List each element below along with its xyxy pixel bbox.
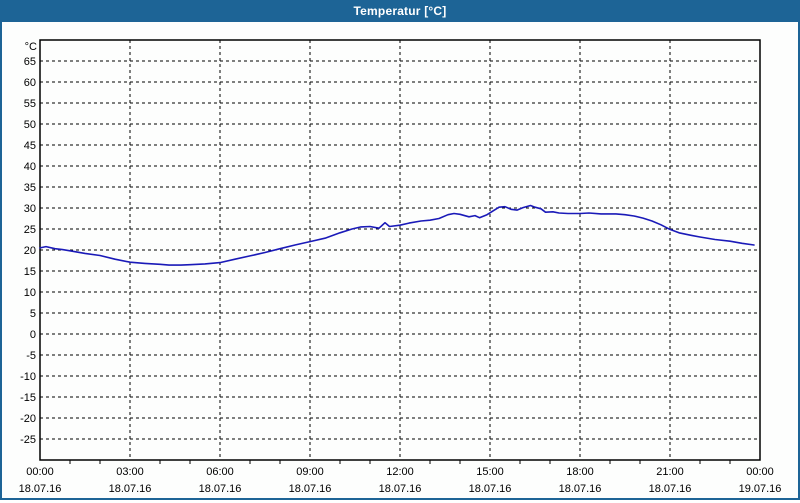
x-tick-time-label: 12:00 (386, 466, 414, 478)
y-tick-label: 60 (24, 77, 36, 89)
y-tick-label: 55 (24, 98, 36, 110)
x-tick-time-label: 09:00 (296, 466, 324, 478)
y-tick-label: -10 (20, 371, 36, 383)
y-tick-label: 65 (24, 56, 36, 68)
y-tick-label: 10 (24, 287, 36, 299)
window-title: Temperatur [°C] (353, 4, 447, 18)
y-tick-label: 45 (24, 140, 36, 152)
x-tick-time-label: 00:00 (26, 466, 54, 478)
x-tick-time-label: 03:00 (116, 466, 144, 478)
temperature-series-line (39, 204, 755, 266)
y-tick-label: 50 (24, 119, 36, 131)
y-tick-label: 15 (24, 266, 36, 278)
x-tick-date-label: 18.07.16 (379, 483, 422, 495)
y-tick-label: 30 (24, 203, 36, 215)
y-tick-label: 0 (30, 329, 36, 341)
x-tick-date-label: 18.07.16 (109, 483, 152, 495)
plot-frame (39, 39, 761, 461)
x-tick-time-label: 06:00 (206, 466, 234, 478)
window-titlebar: Temperatur [°C] (0, 0, 800, 22)
x-tick-date-label: 18.07.16 (559, 483, 602, 495)
temperature-chart: 65605550454035302520151050-5-10-15-20-25… (19, 39, 782, 495)
x-tick-time-label: 00:00 (746, 466, 774, 478)
x-tick-date-label: 18.07.16 (649, 483, 692, 495)
x-tick-time-label: 15:00 (476, 466, 504, 478)
y-tick-label: 5 (30, 308, 36, 320)
y-tick-label: 20 (24, 245, 36, 257)
x-tick-date-label: 18.07.16 (289, 483, 332, 495)
x-tick-time-label: 18:00 (566, 466, 594, 478)
x-tick-date-label: 19.07.16 (739, 483, 782, 495)
y-tick-label: -15 (20, 392, 36, 404)
y-axis-unit-label: °C (25, 41, 37, 53)
x-tick-time-label: 21:00 (656, 466, 684, 478)
y-tick-label: 25 (24, 224, 36, 236)
y-tick-label: -5 (26, 350, 36, 362)
y-tick-label: -20 (20, 413, 36, 425)
x-tick-date-label: 18.07.16 (469, 483, 512, 495)
y-tick-label: 40 (24, 161, 36, 173)
chart-panel: 65 60 55 50 45 40 35 30 25 20 15 10 5 0 -5 -10 -15 -20 -25… (0, 22, 800, 500)
x-tick-date-label: 18.07.16 (199, 483, 242, 495)
y-tick-label: 35 (24, 182, 36, 194)
y-tick-label: -25 (20, 434, 36, 446)
x-tick-date-label: 18.07.16 (19, 483, 62, 495)
